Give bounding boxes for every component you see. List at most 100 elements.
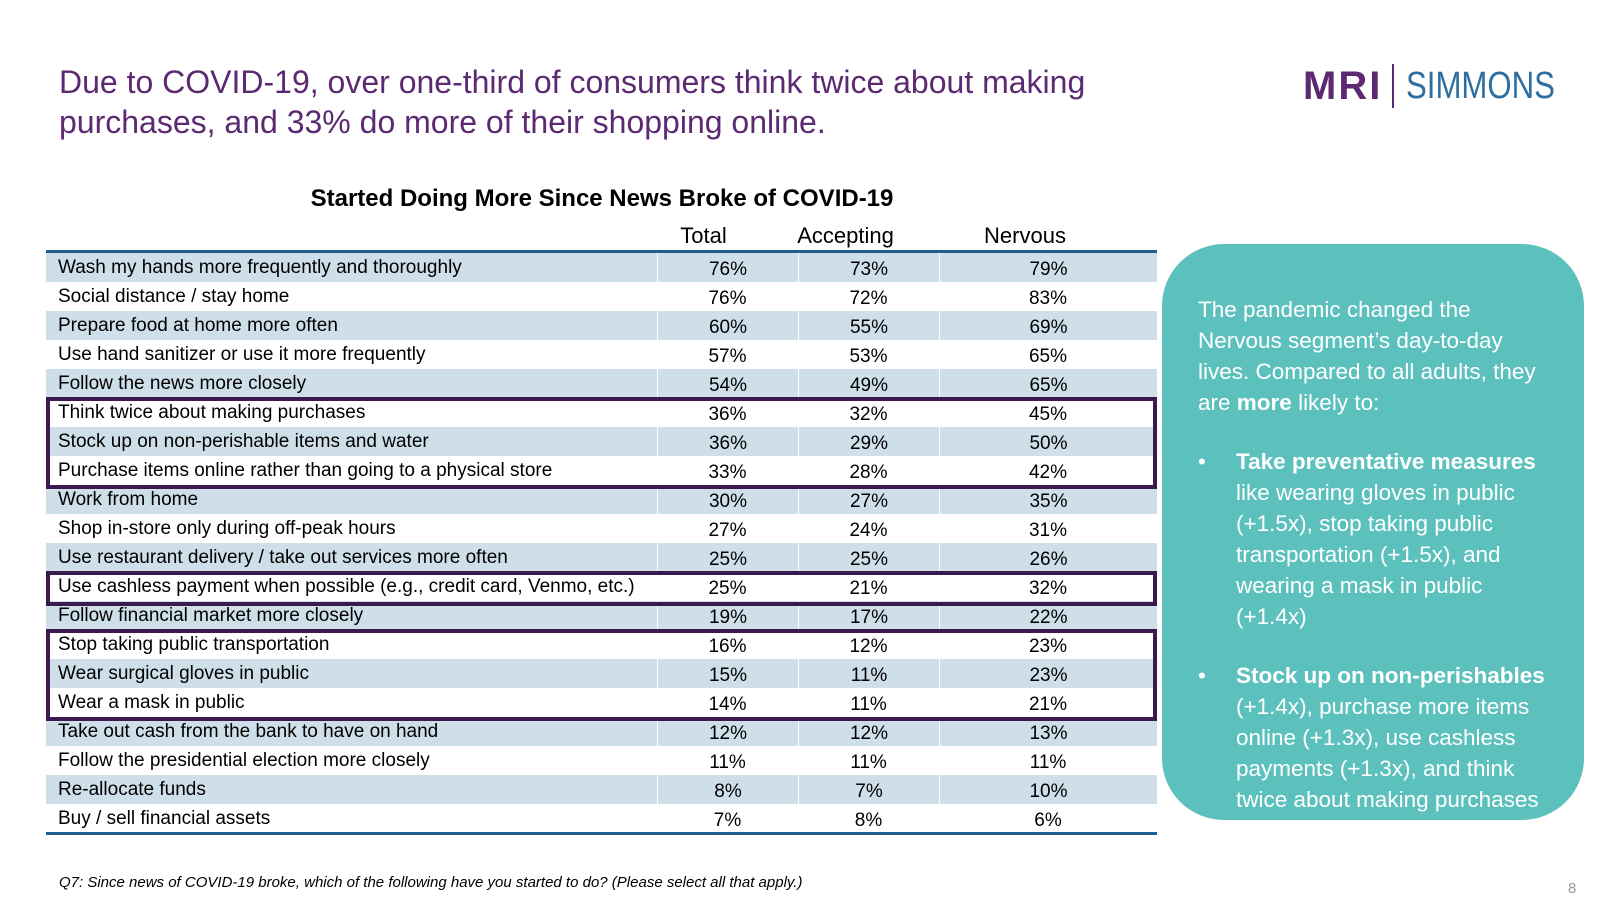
total-value: 76% xyxy=(657,253,798,282)
nervous-value: 50% xyxy=(939,427,1157,456)
nervous-value: 23% xyxy=(1028,635,1068,657)
accepting-value: 55% xyxy=(798,311,939,340)
highlight-box-purchasing xyxy=(46,397,1157,489)
row-label: Use hand sanitizer or use it more freque… xyxy=(58,343,426,365)
table-row: Think twice about making purchases 36% 32%… xyxy=(46,398,1157,427)
nervous-value: 45% xyxy=(1028,403,1068,425)
total-value: 11% xyxy=(709,751,746,773)
row-label: Prepare food at home more often xyxy=(58,314,338,336)
total-value: 16% xyxy=(708,635,747,657)
accepting-value: 72% xyxy=(849,287,888,309)
accepting-value: 11% xyxy=(850,751,887,773)
bullet-icon: • xyxy=(1198,449,1206,474)
row-label: Follow financial market more closely xyxy=(58,604,364,626)
row-label: Follow the presidential election more cl… xyxy=(58,749,430,771)
row-label: Think twice about making purchases xyxy=(58,401,366,423)
accepting-value: 25% xyxy=(798,543,939,572)
accepting-value: 11% xyxy=(798,659,939,688)
page-number: 8 xyxy=(1568,880,1577,897)
total-value: 57% xyxy=(708,345,747,367)
row-label: Shop in-store only during off-peak hours xyxy=(58,517,396,539)
table-row: Take out cash from the bank to have on h… xyxy=(46,717,1157,746)
total-value: 30% xyxy=(657,485,798,514)
nervous-value: 35% xyxy=(939,485,1157,514)
highlight-box-cashless xyxy=(46,571,1157,606)
total-value: 7% xyxy=(713,809,742,831)
logo-simmons-text: SIMMONS xyxy=(1406,65,1556,107)
nervous-value: 31% xyxy=(1028,519,1068,541)
table-row: Re-allocate funds 8% 7% 10% xyxy=(46,775,1157,804)
total-value: 36% xyxy=(708,403,747,425)
row-label: Social distance / stay home xyxy=(58,285,290,307)
table-header-rule xyxy=(46,250,1157,253)
table-row: Stock up on non-perishable items and wat… xyxy=(46,427,1157,456)
table-row: Prepare food at home more often 60% 55% 69% xyxy=(46,311,1157,340)
total-value: 36% xyxy=(657,427,798,456)
table-row: Purchase items online rather than going … xyxy=(46,456,1157,485)
column-header-nervous: Nervous xyxy=(984,223,1066,248)
callout-bullet: • Take preventative measures like wearing… xyxy=(1198,446,1548,632)
total-value: 12% xyxy=(657,717,798,746)
table-row: Wear surgical gloves in public 15% 11% 23% xyxy=(46,659,1157,688)
row-label: Work from home xyxy=(58,488,199,510)
accepting-value: 12% xyxy=(849,635,888,657)
column-header-total: Total xyxy=(680,223,727,248)
row-label: Stock up on non-perishable items and wat… xyxy=(58,430,429,452)
accepting-value: 11% xyxy=(850,693,887,715)
accepting-value: 24% xyxy=(849,519,888,541)
highlight-box-protection xyxy=(46,629,1157,721)
total-value: 60% xyxy=(657,311,798,340)
nervous-value: 21% xyxy=(1028,693,1068,715)
logo-mri-text: MRI xyxy=(1303,64,1383,108)
accepting-value: 49% xyxy=(798,369,939,398)
row-label: Take out cash from the bank to have on h… xyxy=(58,720,439,742)
table-row: Follow the news more closely 54% 49% 65% xyxy=(46,369,1157,398)
slide-headline: Due to COVID-19, over one-third of consu… xyxy=(59,64,1086,140)
nervous-value: 79% xyxy=(939,253,1157,282)
nervous-value: 11% xyxy=(1029,751,1067,773)
total-value: 25% xyxy=(708,577,747,599)
total-value: 8% xyxy=(657,775,798,804)
accepting-value: 29% xyxy=(798,427,939,456)
callout-bullet-list: • Take preventative measures like wearing… xyxy=(1198,446,1548,846)
callout-intro: The pandemic changed the Nervous segment… xyxy=(1198,297,1536,415)
accepting-value: 8% xyxy=(854,809,883,831)
total-value: 76% xyxy=(708,287,747,309)
mri-simmons-logo: MRI SIMMONS xyxy=(1303,63,1588,109)
nervous-value: 26% xyxy=(939,543,1157,572)
table-row: Buy / sell financial assets 7% 8% 6% xyxy=(46,804,1157,833)
row-label: Purchase items online rather than going … xyxy=(58,459,553,481)
table-row: Stop taking public transportation 16% 12% 2… xyxy=(46,630,1157,659)
table-row: Use hand sanitizer or use it more freque… xyxy=(46,340,1157,369)
row-label: Use cashless payment when possible (e.g.… xyxy=(58,575,635,597)
row-label: Follow the news more closely xyxy=(58,372,307,394)
table-row: Work from home 30% 27% 35% xyxy=(46,485,1157,514)
total-value: 54% xyxy=(657,369,798,398)
row-label: Use restaurant delivery / take out servi… xyxy=(58,546,508,568)
nervous-value: 13% xyxy=(939,717,1157,746)
accepting-value: 17% xyxy=(798,601,939,630)
row-label: Buy / sell financial assets xyxy=(58,807,271,829)
table-row: Social distance / stay home 76% 72% 83% xyxy=(46,282,1157,311)
total-value: 27% xyxy=(708,519,747,541)
accepting-value: 21% xyxy=(849,577,888,599)
table-row: Shop in-store only during off-peak hours… xyxy=(46,514,1157,543)
nervous-value: 10% xyxy=(939,775,1157,804)
table-row: Follow the presidential election more cl… xyxy=(46,746,1157,775)
nervous-value: 42% xyxy=(1028,461,1068,483)
total-value: 19% xyxy=(657,601,798,630)
table-bottom-rule xyxy=(46,832,1157,835)
total-value: 14% xyxy=(708,693,747,715)
accepting-value: 12% xyxy=(798,717,939,746)
nervous-value: 65% xyxy=(939,369,1157,398)
accepting-value: 53% xyxy=(849,345,888,367)
nervous-segment-callout: The pandemic changed the Nervous segment… xyxy=(1162,244,1584,843)
survey-question-footnote: Q7: Since news of COVID-19 broke, which … xyxy=(59,874,803,891)
table-row: Use cashless payment when possible (e.g.… xyxy=(46,572,1157,601)
column-header-accepting: Accepting xyxy=(797,223,894,248)
total-value: 15% xyxy=(657,659,798,688)
nervous-value: 6% xyxy=(1034,809,1062,831)
bullet-icon: • xyxy=(1198,663,1206,688)
row-label: Wash my hands more frequently and thorou… xyxy=(58,256,462,278)
nervous-value: 65% xyxy=(1028,345,1068,367)
